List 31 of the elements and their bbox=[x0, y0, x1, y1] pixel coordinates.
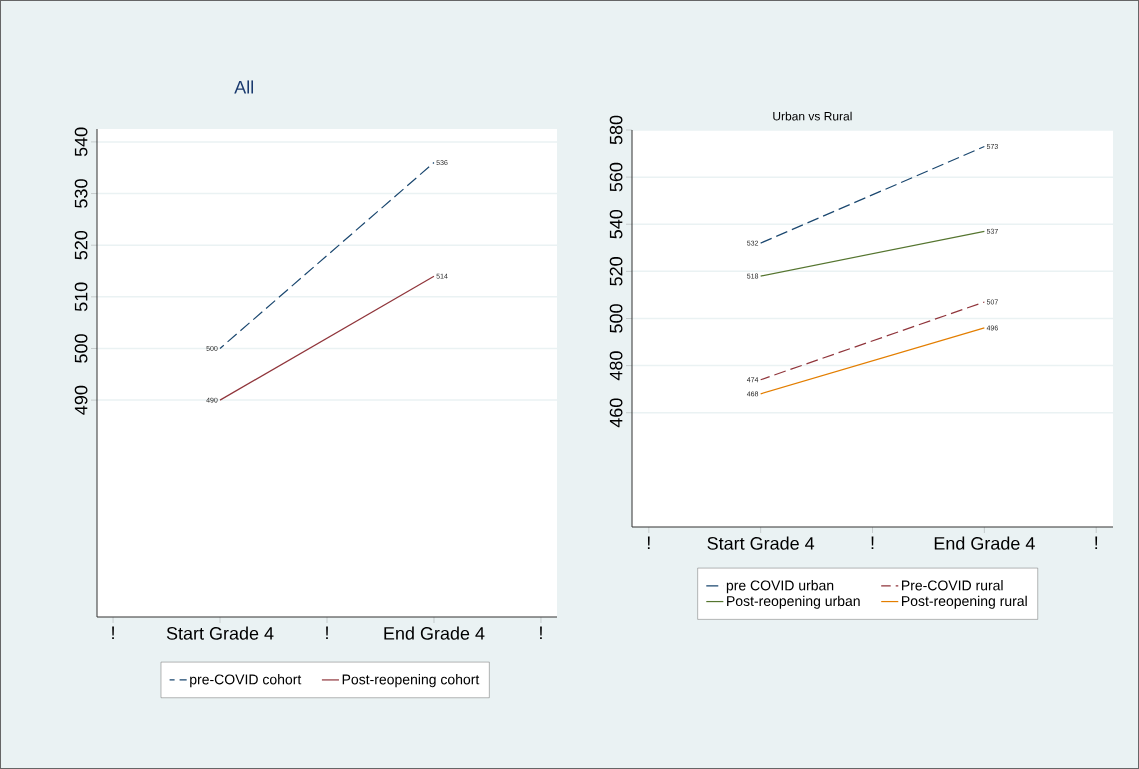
y-tick-label: 460 bbox=[609, 398, 623, 428]
x-tick-label: ! bbox=[112, 626, 114, 639]
legend-label: Post-reopening rural bbox=[902, 595, 1027, 609]
y-tick-label: 500 bbox=[609, 304, 623, 333]
legend-label: Post-reopening urban bbox=[727, 595, 860, 609]
legend-label: Post-reopening cohort bbox=[342, 674, 480, 688]
x-tick-label: End Grade 4 bbox=[934, 536, 1035, 550]
y-tick-label: 520 bbox=[609, 257, 623, 286]
chart-title: Urban vs Rural bbox=[773, 111, 852, 121]
x-tick-label: End Grade 4 bbox=[384, 626, 485, 640]
y-tick-label: 500 bbox=[74, 334, 88, 363]
y-tick-label: 520 bbox=[74, 230, 88, 260]
legend-label: Pre-COVID rural bbox=[902, 580, 1003, 591]
y-tick-label: 510 bbox=[74, 282, 88, 312]
x-tick-label: ! bbox=[871, 536, 874, 549]
y-tick-label: 480 bbox=[609, 351, 623, 381]
legend-label: pre-COVID cohort bbox=[190, 674, 302, 688]
x-tick-label: ! bbox=[326, 626, 328, 639]
chart-title: All bbox=[234, 80, 253, 94]
x-tick-label: Start Grade 4 bbox=[166, 626, 274, 640]
y-tick-label: 580 bbox=[609, 115, 623, 145]
x-tick-label: ! bbox=[647, 536, 650, 549]
x-tick-label: Start Grade 4 bbox=[707, 536, 815, 550]
y-tick-label: 490 bbox=[74, 385, 88, 415]
x-tick-label: ! bbox=[540, 626, 542, 639]
legend-label: pre COVID urban bbox=[726, 580, 834, 594]
x-tick-label: ! bbox=[1095, 536, 1098, 549]
y-tick-label: 530 bbox=[74, 179, 88, 208]
y-tick-label: 540 bbox=[74, 127, 88, 157]
y-tick-label: 560 bbox=[609, 162, 623, 192]
y-tick-label: 540 bbox=[609, 209, 623, 239]
